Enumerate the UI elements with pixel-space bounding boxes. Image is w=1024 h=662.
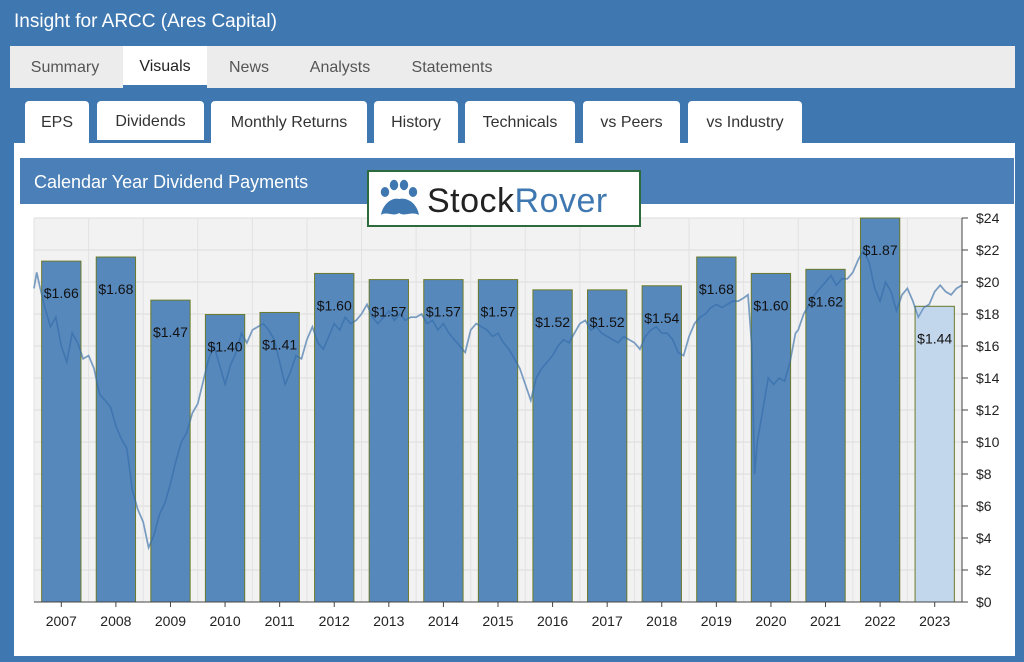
bar-value-label: $1.41 xyxy=(262,336,297,352)
bar-2009 xyxy=(150,299,191,603)
y-tick-label: $20 xyxy=(976,274,1000,290)
x-tick-label: 2009 xyxy=(155,613,186,629)
bar-value-label: $1.47 xyxy=(153,324,188,340)
tab-statements[interactable]: Statements xyxy=(411,59,493,76)
y-tick-label: $14 xyxy=(976,370,1000,386)
bar-2022 xyxy=(859,217,901,603)
y-tick-label: $4 xyxy=(976,530,992,546)
bar-2012 xyxy=(314,272,355,603)
y-tick-label: $12 xyxy=(976,402,1000,418)
bar-value-label: $1.52 xyxy=(535,314,570,330)
y-tick-label: $0 xyxy=(976,594,992,610)
y-tick-label: $8 xyxy=(976,466,992,482)
x-tick-label: 2011 xyxy=(265,613,295,629)
subtab-technicals[interactable]: Technicals xyxy=(465,101,575,143)
bar-value-label: $1.87 xyxy=(863,242,898,258)
paw-icon xyxy=(380,179,419,215)
y-tick-label: $6 xyxy=(976,498,992,514)
main-tabbar: Summary Visuals News Analysts Statements xyxy=(10,46,1015,88)
bar-2014 xyxy=(423,279,464,603)
x-tick-label: 2015 xyxy=(482,613,513,629)
logo-rover: Rover xyxy=(514,182,608,220)
bar-value-label: $1.57 xyxy=(426,304,461,320)
tab-visuals[interactable]: Visuals xyxy=(123,46,207,88)
y-tick-label: $18 xyxy=(976,306,1000,322)
y-tick-label: $2 xyxy=(976,562,992,578)
y-tick-label: $24 xyxy=(976,210,1000,226)
bar-2008 xyxy=(95,256,137,603)
bar-2023 xyxy=(914,305,955,603)
x-tick-label: 2021 xyxy=(810,613,841,629)
x-tick-label: 2013 xyxy=(373,613,404,629)
bar-value-label: $1.52 xyxy=(590,314,625,330)
bar-2011 xyxy=(259,311,300,603)
y-tick-label: $16 xyxy=(976,338,1000,354)
bar-2020 xyxy=(750,272,792,603)
bar-2016 xyxy=(532,289,573,603)
bar-value-label: $1.62 xyxy=(808,293,843,309)
stockrover-logo: StockRover xyxy=(367,170,641,227)
bar-2013 xyxy=(368,279,409,603)
tab-analysts[interactable]: Analysts xyxy=(309,59,371,76)
bar-2007 xyxy=(41,260,82,603)
x-tick-label: 2010 xyxy=(209,613,240,629)
subtab-monthly-returns[interactable]: Monthly Returns xyxy=(211,101,367,143)
bar-2018 xyxy=(641,285,682,603)
x-tick-label: 2007 xyxy=(46,613,77,629)
bar-value-label: $1.54 xyxy=(644,310,679,326)
bar-value-label: $1.40 xyxy=(208,339,243,355)
tab-summary[interactable]: Summary xyxy=(30,59,100,76)
y-tick-label: $22 xyxy=(976,242,1000,258)
chart-title: Calendar Year Dividend Payments xyxy=(34,172,309,192)
window-title: Insight for ARCC (Ares Capital) xyxy=(14,11,277,32)
subtab-dividends[interactable]: Dividends xyxy=(97,101,204,143)
x-tick-label: 2020 xyxy=(755,613,786,629)
x-tick-label: 2012 xyxy=(319,613,350,629)
bar-2017 xyxy=(587,289,628,603)
bar-value-label: $1.66 xyxy=(44,285,79,301)
logo-wordmark: StockRover xyxy=(427,182,608,221)
x-tick-label: 2022 xyxy=(865,613,896,629)
bar-value-label: $1.57 xyxy=(480,304,515,320)
x-tick-label: 2023 xyxy=(919,613,950,629)
bar-value-label: $1.68 xyxy=(98,281,133,297)
tab-news[interactable]: News xyxy=(228,59,269,76)
bar-2021 xyxy=(805,268,846,603)
bar-2019 xyxy=(696,256,737,603)
x-tick-label: 2018 xyxy=(646,613,677,629)
x-tick-label: 2017 xyxy=(592,613,623,629)
bar-value-label: $1.60 xyxy=(753,297,788,313)
x-tick-label: 2019 xyxy=(701,613,732,629)
x-tick-label: 2016 xyxy=(537,613,568,629)
bar-value-label: $1.44 xyxy=(917,330,952,346)
subtab-history[interactable]: History xyxy=(374,101,458,143)
bar-value-label: $1.68 xyxy=(699,281,734,297)
subtab-vs-industry[interactable]: vs Industry xyxy=(688,101,802,143)
dividend-chart: $0 $2 $4 $6 $8 $10 $12 $14 $16 $18 $20 $22 $24 $1.66 $… xyxy=(33,210,1000,629)
logo-stock: Stock xyxy=(427,182,515,220)
x-tick-label: 2008 xyxy=(100,613,131,629)
subtab-eps[interactable]: EPS xyxy=(25,101,89,143)
bar-2010 xyxy=(204,314,246,603)
y-tick-label: $10 xyxy=(976,434,1000,450)
x-tick-label: 2014 xyxy=(428,613,459,629)
price-line xyxy=(33,248,963,551)
subtab-vs-peers[interactable]: vs Peers xyxy=(583,101,680,143)
bar-value-label: $1.60 xyxy=(317,297,352,313)
bar-value-label: $1.57 xyxy=(371,304,406,320)
